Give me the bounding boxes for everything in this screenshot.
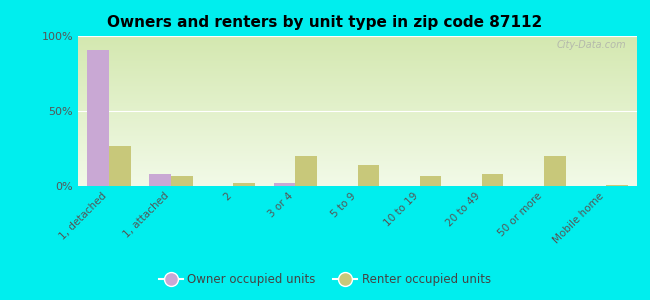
Bar [109,146,131,186]
Bar [420,176,441,186]
Bar [150,174,171,186]
Bar [171,176,193,186]
Legend: Owner occupied units, Renter occupied units: Owner occupied units, Renter occupied un… [154,269,496,291]
Bar [233,183,255,186]
Bar [87,50,109,186]
Bar [358,165,379,186]
Bar [482,174,504,186]
Bar [544,156,566,186]
Bar [606,184,628,186]
Text: Owners and renters by unit type in zip code 87112: Owners and renters by unit type in zip c… [107,15,543,30]
Bar [295,156,317,186]
Bar [274,183,295,186]
Text: City-Data.com: City-Data.com [556,40,626,50]
